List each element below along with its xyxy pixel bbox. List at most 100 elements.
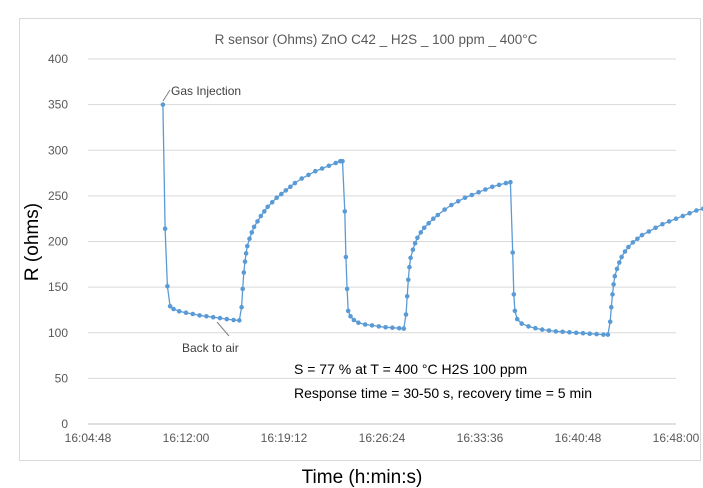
data-point: [510, 250, 515, 255]
gas-injection-leader: [162, 89, 171, 102]
data-point: [204, 314, 209, 319]
data-point: [514, 316, 520, 322]
data-point: [431, 216, 436, 221]
data-point: [639, 232, 645, 238]
data-point: [176, 309, 182, 314]
data-point: [401, 326, 407, 331]
x-axis-title: Time (h:min:s): [302, 467, 423, 488]
data-point: [249, 230, 255, 235]
data-point: [421, 225, 427, 231]
data-point: [217, 315, 223, 321]
data-point: [231, 317, 236, 323]
data-point: [247, 236, 252, 242]
data-point: [171, 306, 176, 312]
data-point: [630, 240, 636, 245]
data-point: [512, 308, 518, 314]
data-point: [160, 102, 166, 107]
data-point: [508, 179, 513, 185]
annotation-response-time: Response time = 30-50 s, recovery time =…: [294, 385, 592, 401]
data-point: [258, 213, 264, 219]
data-point: [190, 311, 196, 317]
data-point: [292, 180, 298, 186]
x-tick-label: 16:04:48: [65, 431, 112, 445]
data-point: [403, 312, 409, 317]
annotation-gas-injection: Gas Injection: [171, 84, 241, 98]
data-point: [496, 182, 502, 188]
data-point: [283, 188, 289, 193]
data-point: [511, 292, 517, 297]
data-point: [580, 330, 586, 336]
data-point: [666, 219, 672, 224]
back-to-air-leader: [216, 321, 230, 337]
chart-frame: [19, 18, 701, 461]
data-point: [237, 318, 242, 323]
annotation-back-to-air: Back to air: [182, 341, 239, 355]
data-point: [700, 206, 703, 211]
data-point: [539, 327, 545, 332]
data-point: [442, 207, 447, 212]
y-tick-label: 400: [48, 52, 68, 66]
data-point: [607, 319, 613, 325]
data-point: [362, 322, 368, 327]
data-point: [546, 328, 552, 333]
data-point: [609, 304, 614, 310]
data-point: [197, 313, 202, 318]
data-point: [269, 200, 275, 205]
data-point: [165, 283, 170, 289]
data-point: [390, 325, 395, 331]
data-point: [340, 158, 345, 164]
data-point: [435, 212, 441, 218]
data-point: [680, 213, 686, 219]
data-point: [319, 166, 325, 171]
data-point: [241, 270, 247, 275]
data-point: [333, 160, 339, 166]
data-point: [469, 192, 475, 198]
data-point: [243, 251, 249, 256]
data-point: [601, 332, 606, 337]
data-point: [653, 225, 658, 231]
data-point: [605, 332, 611, 337]
data-point: [483, 187, 488, 192]
data-point: [410, 247, 416, 252]
y-tick-label: 350: [48, 98, 68, 112]
data-point: [610, 292, 615, 297]
data-point: [490, 184, 495, 190]
data-point: [617, 260, 622, 265]
data-point: [167, 304, 173, 309]
data-point: [162, 226, 168, 231]
data-point: [635, 236, 640, 242]
data-point: [611, 282, 616, 287]
data-point: [376, 324, 382, 329]
data-point: [622, 249, 628, 254]
data-point: [383, 325, 388, 330]
data-point: [673, 216, 679, 221]
y-tick-label: 50: [55, 371, 69, 385]
data-point: [455, 199, 461, 204]
data-point: [251, 224, 257, 230]
annotation-leaders: [162, 89, 230, 337]
data-point: [426, 220, 432, 226]
data-point: [224, 316, 230, 322]
data-point: [476, 189, 481, 195]
y-tick-label: 150: [48, 280, 68, 294]
data-point: [396, 325, 402, 331]
annotation-sensitivity: S = 77 % at T = 400 °C H2S 100 ppm: [294, 361, 527, 377]
data-point: [245, 243, 250, 249]
data-point: [406, 277, 411, 283]
series-line: [162, 104, 703, 336]
data-point: [348, 314, 353, 319]
data-point: [344, 286, 350, 292]
data-point: [239, 304, 244, 310]
x-tick-label: 16:19:12: [261, 431, 308, 445]
data-point: [503, 180, 509, 186]
data-point: [279, 191, 284, 197]
data-point: [369, 323, 375, 328]
y-tick-label: 300: [48, 143, 68, 157]
data-point: [265, 204, 271, 210]
y-tick-label: 0: [61, 417, 68, 431]
data-point: [240, 286, 245, 292]
x-tick-labels: 16:04:48 16:12:00 16:19:12 16:26:24 16:33:36…: [65, 431, 700, 445]
data-point: [687, 210, 692, 216]
data-point: [660, 221, 665, 227]
